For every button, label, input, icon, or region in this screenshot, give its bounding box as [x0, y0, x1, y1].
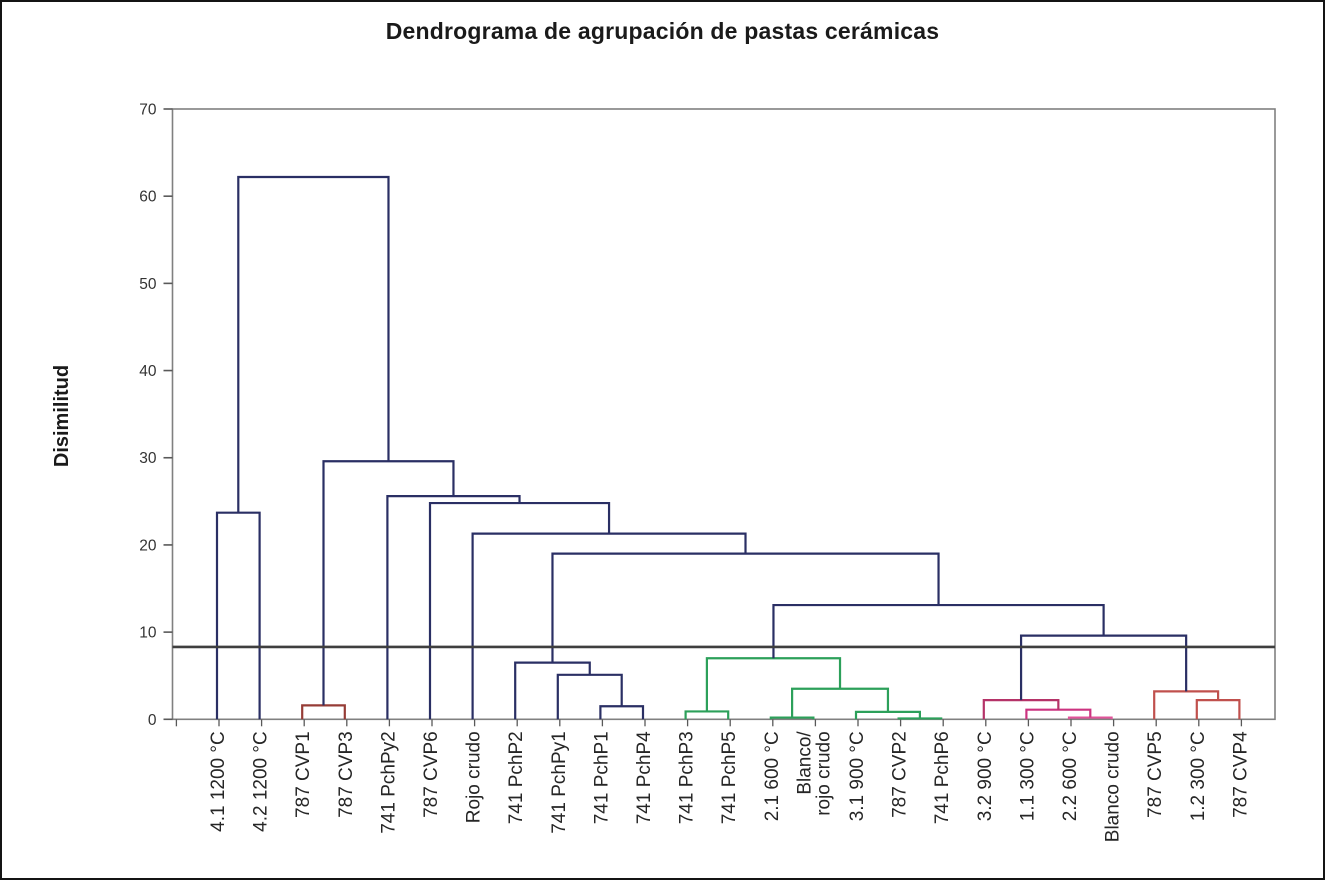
- x-leaf-label: 2.1 600 °C: [762, 731, 783, 821]
- x-leaf-label: 787 CVP1: [293, 731, 314, 818]
- y-tick-label: 10: [139, 625, 157, 642]
- x-leaf-label: 787 CVP2: [890, 731, 911, 818]
- y-tick-label: 40: [139, 363, 157, 380]
- dendrogram-link-M23: [215, 511, 261, 720]
- x-leaf-label: 787 CVP6: [421, 731, 442, 818]
- dendrogram-link-M14: [1195, 699, 1241, 720]
- dendrogram-link-M19: [471, 532, 747, 720]
- x-leaf-label: 741 PchP1: [591, 731, 612, 824]
- y-tick-label: 20: [139, 537, 157, 554]
- x-leaf-label: Rojo crudo: [464, 731, 485, 823]
- x-leaf-label: 787 CVP5: [1145, 731, 1166, 818]
- x-leaf-label: 787 CVP4: [1230, 731, 1251, 818]
- x-leaf-label: 4.1 1200 °C: [208, 731, 229, 832]
- y-axis: 0 10 20 30 40 50 60 70: [139, 102, 173, 729]
- x-leaf-label: 3.2 900 °C: [975, 731, 996, 821]
- x-leaf-label: Blanco crudo: [1103, 731, 1124, 842]
- x-leaf-label: 4.2 1200 °C: [251, 731, 272, 832]
- x-leaf-label: rojo crudo: [813, 731, 834, 816]
- x-leaf-label: 741 PchPy1: [549, 731, 570, 833]
- dendrogram-link-M2: [599, 705, 645, 720]
- x-axis: [175, 719, 1243, 727]
- dendrogram-link-M4: [514, 661, 591, 720]
- dendrogram-link-M20: [428, 501, 611, 720]
- chart-title: Dendrograma de agrupación de pastas cerá…: [385, 18, 940, 44]
- dendrogram-link-M16: [1019, 634, 1188, 701]
- x-leaf-label: 1.1 300 °C: [1017, 731, 1038, 821]
- y-tick-label: 60: [139, 189, 157, 206]
- x-leaf-label: 741 PchP2: [506, 731, 527, 824]
- x-leaf-label: 741 PchP5: [719, 731, 740, 824]
- x-leaf-label: 2.2 600 °C: [1060, 731, 1081, 821]
- dendrogram-link-M17: [772, 603, 1105, 659]
- dendrogram-link-M5: [684, 710, 730, 720]
- x-leaf-label: 3.1 900 °C: [847, 731, 868, 821]
- dendrogram-link-M9: [791, 687, 890, 718]
- x-leaf-label: 1.2 300 °C: [1188, 731, 1209, 821]
- x-axis-labels: 4.1 1200 °C 4.2 1200 °C 787 CVP1 787 CVP3 74…: [208, 731, 1251, 843]
- x-leaf-label: 741 PchPy2: [378, 731, 399, 833]
- dendrogram-link-M3: [556, 673, 623, 720]
- x-leaf-label: Blanco/: [794, 731, 815, 795]
- dendrogram-link-M24: [237, 175, 390, 513]
- dendrogram-link-M10: [705, 657, 842, 712]
- dendrogram-link-M7: [897, 717, 943, 720]
- y-tick-label: 70: [139, 102, 157, 119]
- x-leaf-label: 787 CVP3: [336, 731, 357, 818]
- dendrogram-link-M21: [386, 495, 521, 720]
- dendrogram-link-M15: [1153, 690, 1220, 720]
- dendrogram-link-M1: [301, 704, 346, 720]
- dendrogram-link-M12: [1025, 708, 1092, 720]
- plot-area-border: [171, 108, 1276, 721]
- x-leaf-label: 741 PchP6: [932, 731, 953, 824]
- y-tick-label: 50: [139, 276, 157, 293]
- x-leaf-label: 741 PchP4: [634, 731, 655, 824]
- y-tick-label: 30: [139, 450, 157, 467]
- dendrogram-links: [215, 175, 1241, 720]
- x-leaf-label: 741 PchP3: [677, 731, 698, 824]
- y-tick-label: 0: [148, 712, 157, 729]
